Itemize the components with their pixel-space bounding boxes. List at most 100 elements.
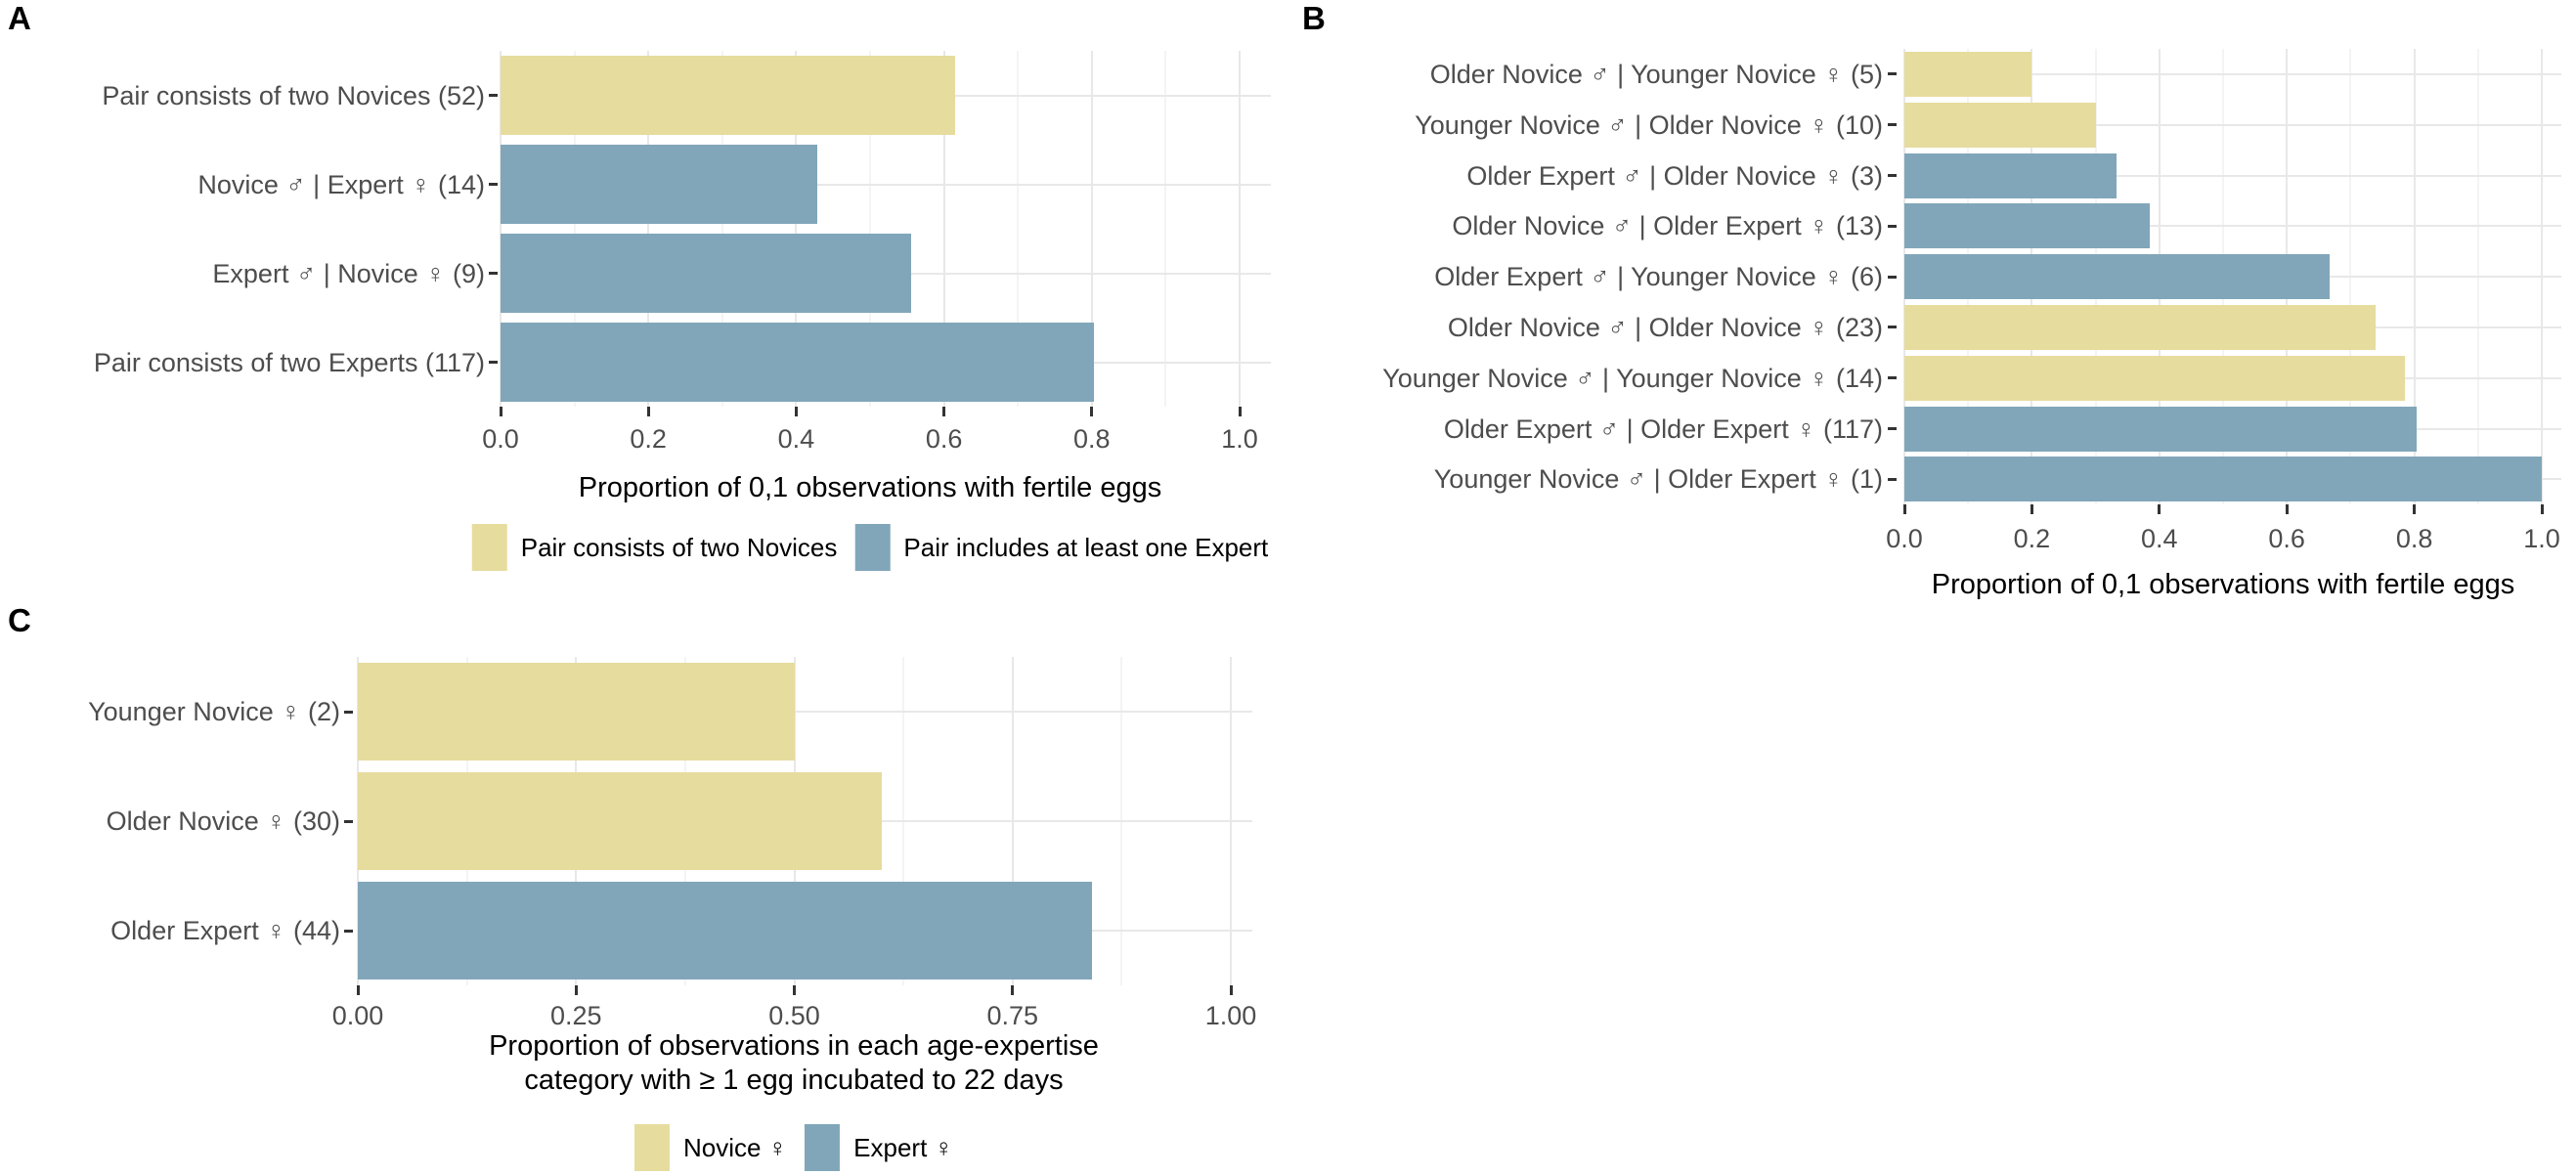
bar [1904,203,2151,249]
category-label: Novice ♂ | Expert ♀ (14) [197,169,485,199]
category-label: Older Novice ♂ | Older Novice ♀ (23) [1447,312,1883,342]
row-gridline [358,711,1252,713]
x-tick-label: 0.00 [331,1001,384,1030]
minor-gridline [573,51,576,407]
category-label: Younger Novice ♀ (2) [88,697,340,726]
x-axis-title: Proportion of observations in each age-e… [489,1030,1099,1062]
bar [358,663,795,761]
minor-gridline [2094,49,2097,505]
y-axis-tick [489,361,498,364]
major-gridline [1090,51,1093,407]
y-axis-tick [1888,275,1897,279]
x-axis-tick [2285,504,2289,515]
legend-swatch-expert [805,1124,841,1171]
major-gridline [795,51,798,407]
row-gridline [501,361,1271,364]
minor-gridline [869,51,871,407]
minor-gridline [683,657,686,985]
legend-swatch-expert [854,524,891,571]
category-label: Older Expert ♂ | Younger Novice ♀ (6) [1434,262,1883,292]
x-axis-tick [356,985,360,995]
y-axis-tick [1888,376,1897,380]
legend-item: Pair includes at least one Expert [854,524,1268,571]
y-axis-tick [1888,72,1897,76]
bar [1904,152,2118,198]
row-gridline [501,272,1271,275]
category-label: Younger Novice ♂ | Younger Novice ♀ (14) [1382,363,1883,393]
y-axis-tick [489,183,498,186]
major-gridline [1230,657,1232,985]
y-axis-tick [344,710,353,714]
row-gridline [1904,72,2561,75]
x-axis-title: Proportion of 0,1 observations with fert… [578,472,1162,503]
bar [501,234,912,313]
major-gridline [2541,49,2543,505]
minor-gridline [1017,51,1020,407]
major-gridline [1011,657,1014,985]
minor-gridline [2349,49,2352,505]
x-axis-tick [2158,504,2161,515]
x-tick-label: 1.0 [1221,424,1258,454]
x-axis-tick [1229,985,1233,995]
y-axis-tick [1888,224,1897,228]
major-gridline [500,51,502,407]
major-gridline [2158,49,2161,505]
x-tick-label: 0.25 [549,1001,602,1030]
panel-b-letter: B [1302,0,1326,36]
legend: Novice ♀ Expert ♀ [633,1124,953,1171]
category-label: Younger Novice ♂ | Older Expert ♀ (1) [1433,464,1883,495]
row-gridline [1904,326,2561,328]
x-axis-tick [1902,504,1906,515]
row-gridline [501,183,1271,186]
x-tick-label: 1.0 [2523,524,2560,553]
x-tick-label: 0.6 [2268,524,2305,553]
y-axis-tick [489,272,498,275]
x-axis-tick [646,407,650,416]
x-tick-label: 0.8 [2395,524,2433,553]
row-gridline [358,930,1252,932]
major-gridline [575,657,578,985]
major-gridline [2413,49,2416,505]
row-gridline [1904,225,2561,228]
legend: Pair consists of two Novices Pair include… [471,524,1268,571]
category-label: Older Expert ♀ (44) [110,916,340,945]
y-axis-tick [344,819,353,823]
minor-gridline [465,657,468,985]
x-tick-label: 0.6 [925,424,963,454]
category-label: Older Expert ♂ | Older Novice ♀ (3) [1466,160,1883,191]
x-tick-label: 0.0 [482,424,519,454]
legend-label: Pair consists of two Novices [520,532,838,562]
category-label: Younger Novice ♂ | Older Novice ♀ (10) [1415,109,1883,140]
category-label: Older Novice ♂ | Younger Novice ♀ (5) [1429,59,1883,89]
legend-item: Novice ♀ [633,1124,788,1171]
bar [358,882,1092,979]
major-gridline [357,657,359,985]
legend-item: Pair consists of two Novices [471,524,838,571]
row-gridline [1904,174,2561,177]
row-gridline [358,820,1252,822]
major-gridline [2030,49,2033,505]
x-tick-label: 0.8 [1073,424,1111,454]
legend-label: Novice ♀ [682,1132,788,1162]
category-label: Pair consists of two Experts (117) [93,347,485,377]
bar [1904,406,2417,452]
legend-swatch-novice [471,524,507,571]
major-gridline [1239,51,1241,407]
y-axis-tick [1888,427,1897,430]
panel-c-letter: C [8,602,31,638]
x-tick-label: 1.00 [1204,1001,1257,1030]
x-tick-label: 0.2 [630,424,667,454]
x-axis-tick [793,985,796,995]
x-tick-label: 0.0 [1886,524,1923,553]
category-label: Expert ♂ | Novice ♀ (9) [212,258,485,288]
x-axis-tick [942,407,946,416]
x-tick-label: 0.75 [986,1001,1039,1030]
minor-gridline [2222,49,2224,505]
major-gridline [793,657,796,985]
category-label: Pair consists of two Novices (52) [102,80,485,110]
minor-gridline [2476,49,2479,505]
